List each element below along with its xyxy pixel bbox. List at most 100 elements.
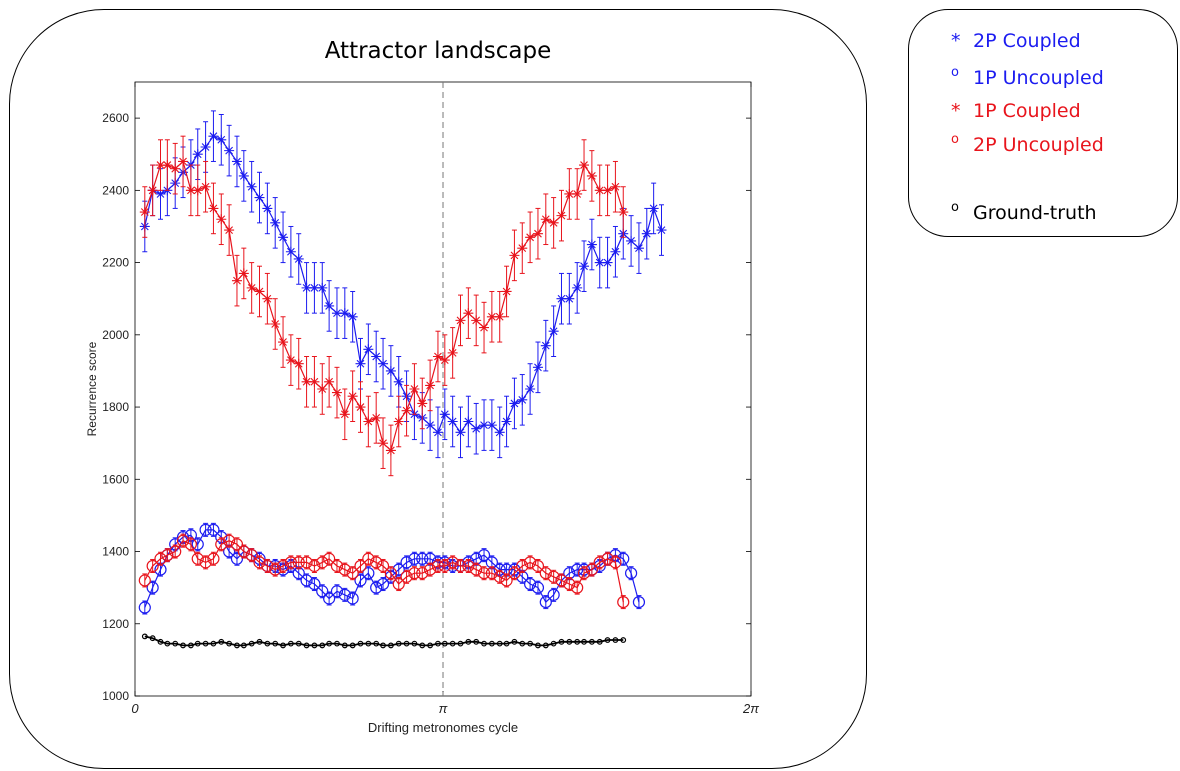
data-point — [363, 344, 374, 355]
data-point — [550, 640, 557, 647]
data-point — [292, 556, 305, 569]
data-point — [331, 387, 342, 398]
data-point — [170, 163, 181, 174]
data-point — [316, 556, 329, 569]
data-point — [180, 642, 186, 649]
data-point — [439, 355, 450, 366]
data-point — [403, 640, 410, 647]
data-point — [324, 300, 335, 311]
data-point — [471, 315, 482, 326]
data-point — [293, 358, 304, 369]
data-point — [363, 416, 374, 427]
data-point — [641, 228, 652, 239]
data-point — [253, 556, 266, 569]
data-point — [216, 214, 227, 225]
data-point — [202, 640, 209, 647]
data-point — [230, 538, 244, 551]
data-point — [230, 552, 244, 565]
data-point — [574, 638, 581, 645]
data-point — [262, 293, 273, 304]
data-point — [548, 217, 559, 228]
y-tick-label: 2600 — [102, 111, 129, 125]
data-point — [354, 559, 367, 573]
data-point — [330, 585, 344, 598]
data-point — [200, 181, 211, 192]
data-point — [564, 188, 575, 199]
data-point — [246, 282, 257, 293]
data-point — [648, 203, 659, 214]
data-point — [354, 574, 367, 587]
y-tick-label: 2400 — [102, 183, 129, 197]
data-point — [387, 642, 394, 649]
data-point — [269, 563, 282, 576]
data-point — [347, 311, 358, 322]
data-point — [602, 257, 613, 268]
data-point — [517, 394, 528, 405]
data-point — [393, 416, 404, 427]
data-point — [556, 293, 567, 304]
data-point — [539, 595, 552, 609]
data-point — [357, 640, 364, 647]
data-point — [479, 322, 490, 333]
data-point — [411, 640, 418, 647]
data-point — [626, 235, 637, 246]
data-point — [477, 567, 491, 580]
data-point — [416, 552, 429, 565]
data-point — [555, 574, 568, 587]
data-point — [455, 427, 466, 438]
data-point — [192, 185, 203, 196]
data-point — [572, 282, 583, 293]
data-point — [185, 185, 196, 196]
data-point — [408, 552, 421, 565]
data-point — [376, 559, 390, 573]
data-point — [210, 640, 217, 647]
data-point — [539, 567, 552, 580]
data-point — [141, 633, 148, 640]
data-point — [525, 232, 536, 243]
data-point — [238, 170, 249, 181]
data-point — [563, 577, 576, 591]
data-point — [138, 601, 151, 614]
data-point — [556, 210, 567, 221]
data-point — [215, 538, 228, 551]
data-point — [138, 574, 151, 587]
data-point — [620, 637, 627, 643]
data-point — [293, 253, 304, 264]
data-point — [264, 640, 271, 647]
data-point — [586, 170, 597, 181]
data-point — [157, 638, 164, 645]
data-point — [586, 239, 597, 250]
y-tick-label: 1200 — [102, 617, 129, 631]
data-point — [431, 559, 445, 573]
data-point — [339, 409, 350, 420]
data-point — [454, 559, 467, 573]
data-point — [365, 640, 372, 647]
data-point — [408, 567, 421, 580]
data-point — [479, 420, 490, 431]
data-point — [223, 534, 236, 547]
data-point — [323, 592, 336, 605]
data-point — [656, 225, 667, 236]
data-point — [309, 376, 320, 387]
data-point — [486, 311, 497, 322]
data-point — [604, 637, 611, 643]
data-point — [346, 592, 359, 605]
data-point — [532, 362, 543, 373]
y-tick-label: 1600 — [102, 472, 129, 486]
data-point — [317, 282, 328, 293]
data-point — [618, 207, 629, 218]
data-point — [378, 438, 389, 449]
data-point — [447, 347, 458, 358]
data-point — [248, 640, 255, 647]
data-point — [308, 559, 321, 573]
data-point — [155, 160, 166, 171]
data-point — [609, 556, 622, 569]
data-point — [216, 134, 227, 145]
chart-title: Attractor landscape — [324, 38, 552, 64]
data-point — [285, 355, 296, 366]
data-point — [494, 427, 505, 438]
data-point — [409, 384, 420, 394]
data-point — [378, 358, 389, 369]
y-tick-label: 1400 — [102, 545, 129, 559]
